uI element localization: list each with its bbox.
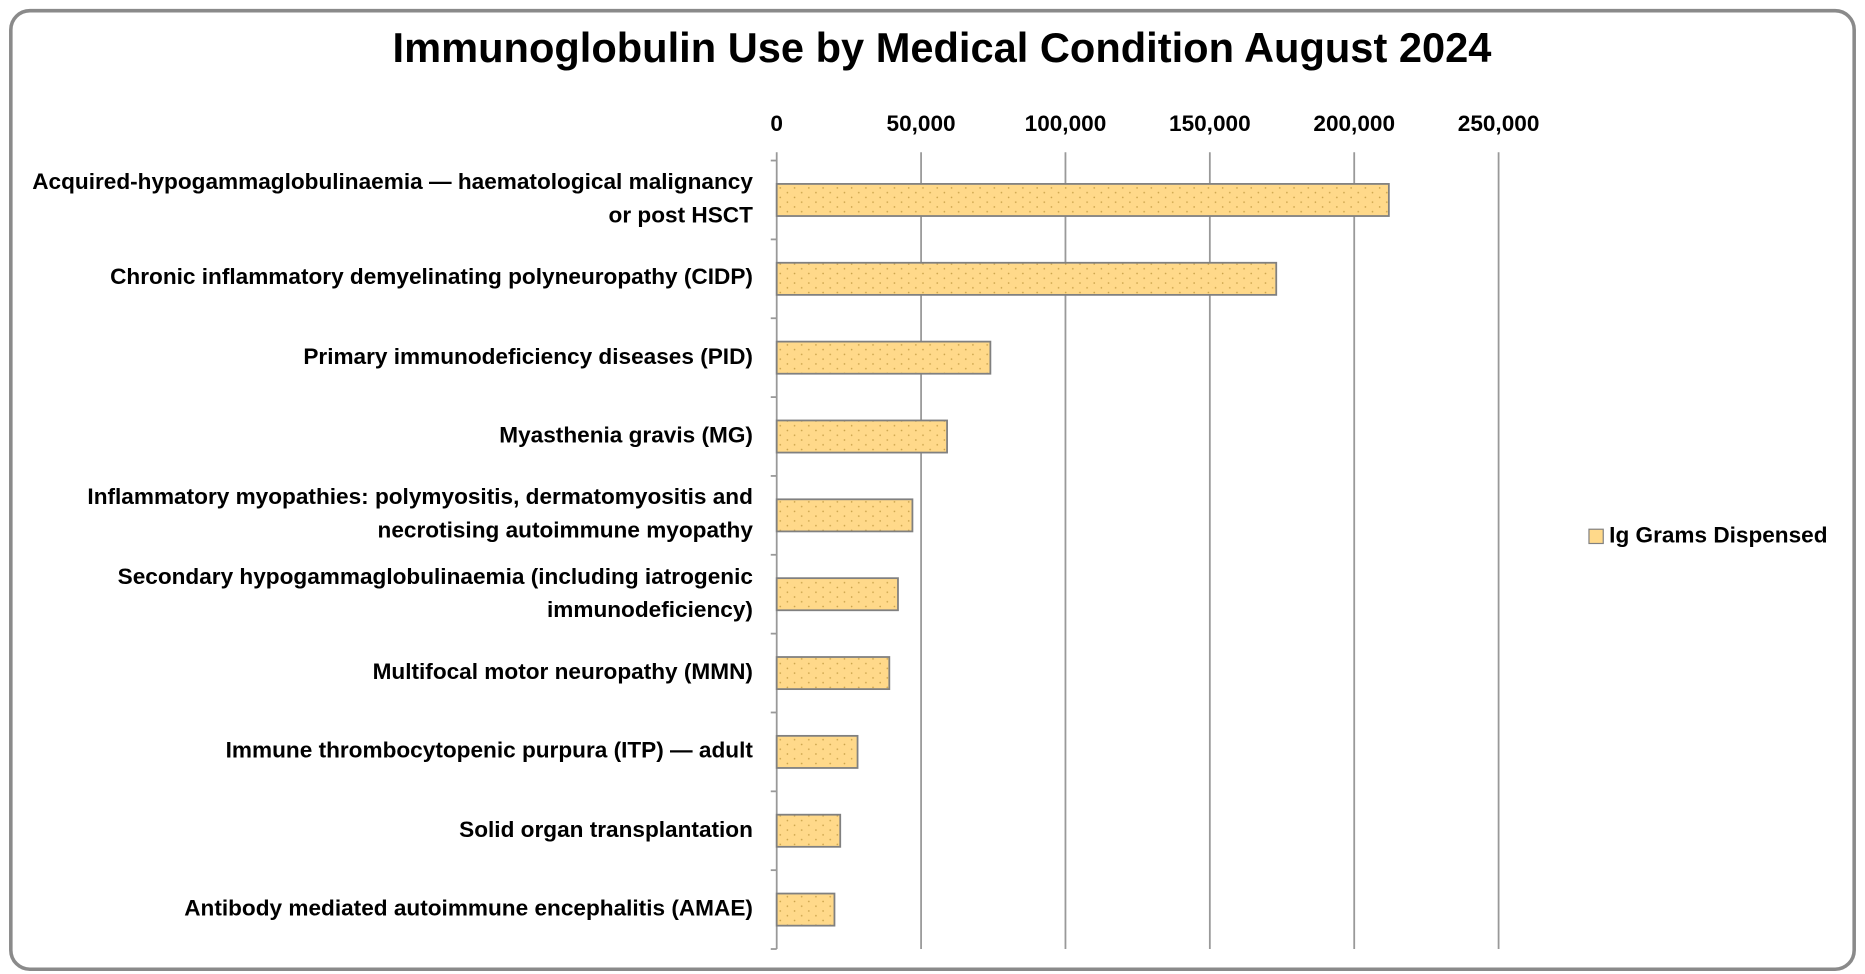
legend-label: Ig Grams Dispensed xyxy=(1609,522,1827,547)
legend-swatch xyxy=(1588,528,1604,545)
bar xyxy=(775,419,948,454)
bar xyxy=(775,577,899,612)
x-tick-label: 100,000 xyxy=(1025,111,1107,136)
bar xyxy=(775,183,1390,217)
chart-title: Immunoglobulin Use by Medical Condition … xyxy=(393,24,1492,71)
category-label-box: Immune thrombocytopenic purpura (ITP) — … xyxy=(225,738,753,764)
y-tick-label: Chronic inflammatory demyelinating polyn… xyxy=(110,265,753,291)
x-tick-label: 250,000 xyxy=(1458,111,1540,136)
category-label-box: Multifocal motor neuropathy (MMN) xyxy=(372,659,753,685)
category-label-box: Inflammatory myopathies: polymyositis, d… xyxy=(87,485,753,544)
y-tick-label: Primary immunodeficiency diseases (PID) xyxy=(303,344,753,370)
y-tick-label: Multifocal motor neuropathy (MMN) xyxy=(372,659,753,685)
bar xyxy=(775,340,992,375)
bar xyxy=(775,734,859,769)
category-label-box: Acquired-hypogammaglobulinaemia — haemat… xyxy=(32,170,753,229)
category-label-box: Myasthenia gravis (MG) xyxy=(499,423,753,449)
category-label-box: Primary immunodeficiency diseases (PID) xyxy=(303,344,753,370)
bar xyxy=(775,892,836,927)
y-tick-label: Acquired-hypogammaglobulinaemia — haemat… xyxy=(32,170,753,229)
x-tick-label: 200,000 xyxy=(1313,111,1395,136)
bar xyxy=(775,261,1278,296)
bar xyxy=(775,813,842,848)
x-tick-label: 50,000 xyxy=(887,111,956,136)
x-tick-label: 150,000 xyxy=(1169,111,1251,136)
category-label-box: Antibody mediated autoimmune encephaliti… xyxy=(184,896,753,922)
y-tick-label: Immune thrombocytopenic purpura (ITP) — … xyxy=(225,738,753,764)
category-label-box: Secondary hypogammaglobulinaemia (includ… xyxy=(117,564,753,623)
x-tick-label: 0 xyxy=(770,111,783,136)
y-tick-label: Myasthenia gravis (MG) xyxy=(499,423,753,449)
bar xyxy=(775,656,891,691)
category-label-box: Chronic inflammatory demyelinating polyn… xyxy=(110,265,753,291)
bar xyxy=(775,498,914,533)
y-tick-label: Solid organ transplantation xyxy=(459,817,753,843)
frame xyxy=(9,8,1856,972)
y-tick-label: Inflammatory myopathies: polymyositis, d… xyxy=(87,485,753,544)
y-tick-label: Secondary hypogammaglobulinaemia (includ… xyxy=(117,564,753,623)
category-label-box: Solid organ transplantation xyxy=(459,817,753,843)
y-tick-label: Antibody mediated autoimmune encephaliti… xyxy=(184,896,753,922)
